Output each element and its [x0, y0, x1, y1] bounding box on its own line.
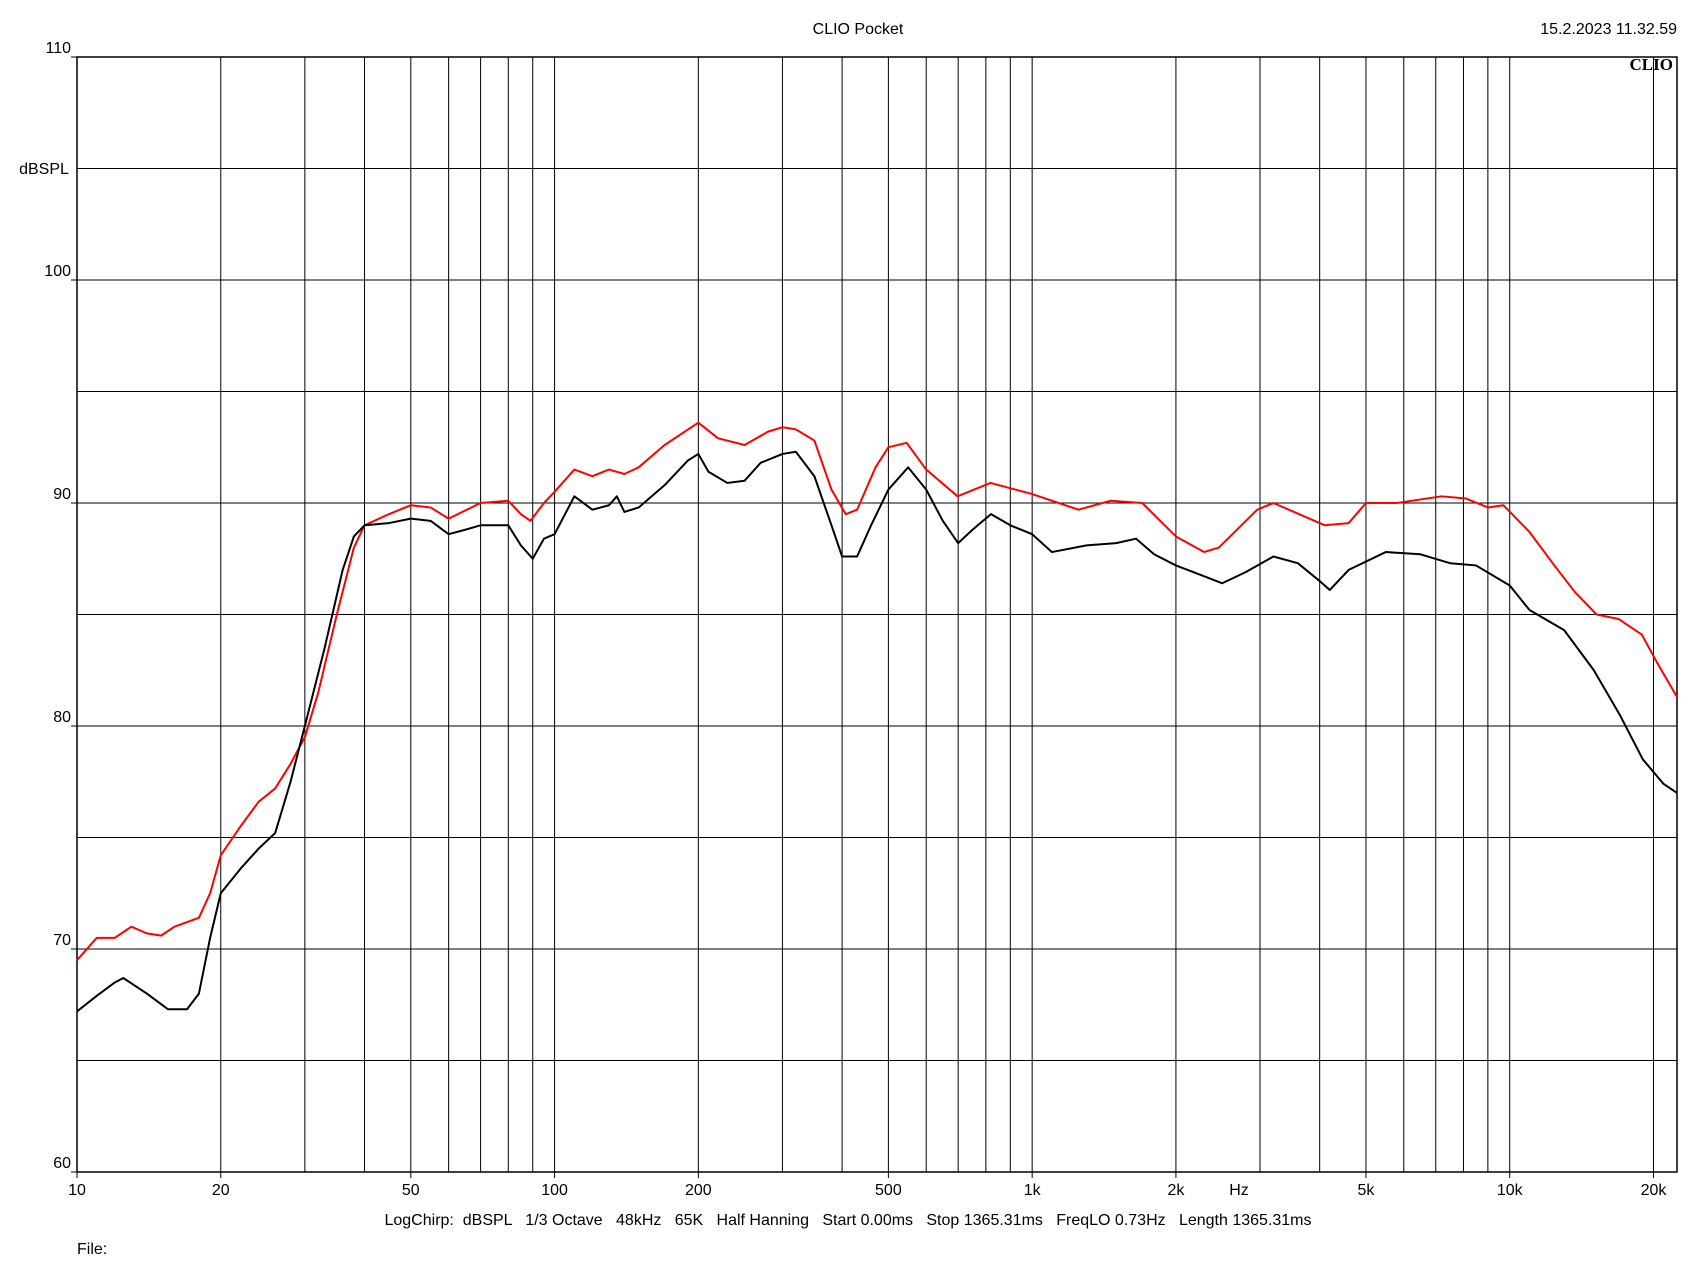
- series-line: [76, 421, 1678, 961]
- y-tick-label: 60: [53, 1155, 71, 1172]
- x-tick-label: 10k: [1497, 1182, 1524, 1199]
- y-tick-label: 110: [45, 40, 71, 57]
- y-tick-label: 70: [53, 932, 71, 949]
- plot-frame: [76, 56, 1678, 1173]
- x-tick-label: 20: [212, 1182, 230, 1199]
- timestamp: 15.2.2023 11.32.59: [1540, 21, 1677, 38]
- x-tick-label: 200: [685, 1182, 712, 1199]
- y-tick-label: 90: [53, 486, 71, 503]
- x-tick-label: 5k: [1358, 1182, 1376, 1199]
- series-line: [76, 450, 1678, 1013]
- settings-text: LogChirp: dBSPL 1/3 Octave 48kHz 65K Hal…: [384, 1212, 1311, 1229]
- x-tick-label: 50: [402, 1182, 420, 1199]
- x-tick-label: 1k: [1024, 1182, 1042, 1199]
- x-axis-label: Hz: [1229, 1182, 1249, 1199]
- x-tick-label: 500: [875, 1182, 902, 1199]
- x-tick-label: 100: [541, 1182, 568, 1199]
- chart-title: CLIO Pocket: [813, 21, 904, 38]
- logo: CLIO: [1630, 55, 1673, 74]
- x-tick-label: 2k: [1167, 1182, 1185, 1199]
- y-tick-label: 100: [44, 263, 71, 280]
- y-tick-label: 80: [53, 709, 71, 726]
- x-tick-label: 20k: [1641, 1182, 1668, 1199]
- y-axis-label: dBSPL: [19, 161, 69, 178]
- file-label: File:: [77, 1241, 107, 1258]
- x-tick-label: 10: [68, 1182, 86, 1199]
